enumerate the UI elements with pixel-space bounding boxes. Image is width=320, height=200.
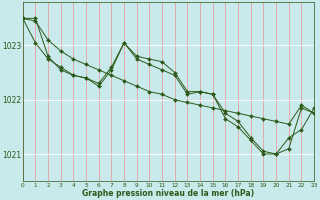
- X-axis label: Graphe pression niveau de la mer (hPa): Graphe pression niveau de la mer (hPa): [82, 189, 254, 198]
